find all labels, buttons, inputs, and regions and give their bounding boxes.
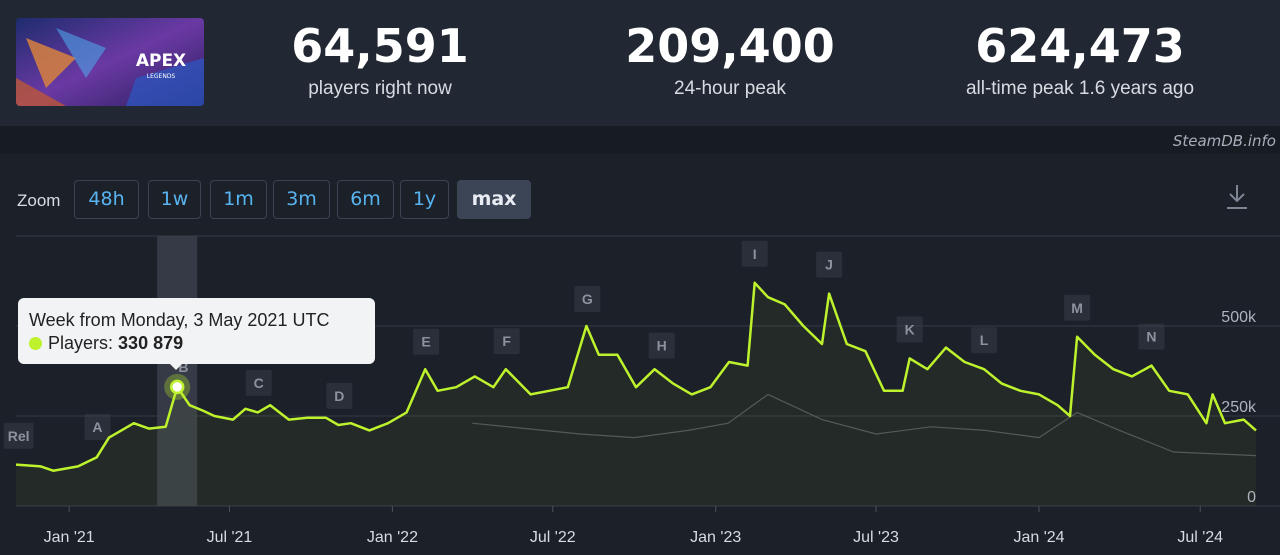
stat-all-time-peak: 624,473 all-time peak 1.6 years ago [910,20,1250,100]
annotation-marker: C [245,369,272,396]
x-tick-label: Jul '22 [530,529,576,546]
zoom-3m-button[interactable]: 3m [273,180,330,219]
annotation-marker: J [816,251,843,278]
players-legend-dot [29,337,42,350]
annotation-marker: I [741,240,768,267]
zoom-1w-button[interactable]: 1w [148,180,201,219]
y-tick-label: 0 [1247,489,1256,506]
stat-24h-peak: 209,400 24-hour peak [560,20,900,100]
x-tick-label: Jul '23 [853,529,899,546]
peak-24h-label: 24-hour peak [674,78,786,99]
annotation-label: Rel [8,428,30,444]
annotation-box [971,327,998,354]
annotation-marker: F [493,328,520,355]
x-axis: Jan '21 Jul '21 Jan '22 Jul '22 Jan '23 Jul '… [44,506,1223,546]
tooltip-series-label: Players: [48,333,114,353]
zoom-48h-button[interactable]: 48h [74,180,139,219]
annotation-box [493,328,520,355]
series-lines [15,281,1257,506]
annotation-box [245,369,272,396]
y-axis: 0 250k 500k [1221,309,1257,506]
svg-text:APEX: APEX [136,51,186,71]
x-tick-label: Jan '21 [44,529,95,546]
x-tick-label: Jan '23 [690,529,741,546]
x-tick-label: Jul '24 [1177,529,1223,546]
brand-row: SteamDB.info [0,126,1280,154]
zoom-6m-button[interactable]: 6m [337,180,394,219]
annotation-box [816,251,843,278]
current-players-label: players right now [308,78,452,99]
current-players-value: 64,591 [291,19,469,73]
annotation-box [413,328,440,355]
stats-bar: APEX LEGENDS 64,591 players right now 20… [0,0,1280,126]
zoom-max-button[interactable]: max [457,180,531,219]
stat-current-players: 64,591 players right now [210,20,550,100]
annotation-label: A [92,419,102,435]
tooltip-series: Players: 330 879 [29,333,183,354]
tooltip-arrow [168,362,184,370]
annotation-label: D [334,388,344,404]
annotation-label: F [502,333,511,349]
annotation-marker: G [574,286,601,313]
annotation-label: K [905,321,915,337]
annotation-marker: E [413,328,440,355]
hover-marker-dot [169,379,185,395]
steamdb-brand: SteamDB.info [1172,132,1276,150]
tooltip-title: Week from Monday, 3 May 2021 UTC [29,310,330,330]
annotation-marker: L [971,327,998,354]
annotation-label: N [1146,329,1156,345]
annotation-marker: Rel [3,422,34,449]
chart-tooltip: Week from Monday, 3 May 2021 UTC Players… [18,298,375,370]
players-series-area [16,282,1256,506]
annotation-marker: N [1138,323,1165,350]
annotation-box [84,413,111,440]
annotation-label: E [421,334,430,350]
annotation-label: G [582,291,593,307]
peak-24h-value: 209,400 [625,19,835,73]
annotation-box [648,332,675,359]
all-time-peak-label: all-time peak 1.6 years ago [965,78,1195,99]
annotation-box [896,316,923,343]
annotation-label: H [657,338,667,354]
y-tick-label: 500k [1221,309,1257,326]
svg-text:LEGENDS: LEGENDS [147,73,176,80]
zoom-1y-button[interactable]: 1y [400,180,449,219]
secondary-series-line [472,393,1257,457]
annotation-marker: H [648,332,675,359]
hover-marker [164,373,191,400]
annotation-marker: K [896,316,923,343]
annotation-box [3,422,34,449]
zoom-1m-button[interactable]: 1m [210,180,267,219]
annotation-marker: D [326,382,353,409]
annotation-label: I [753,246,757,262]
annotation-box [741,240,768,267]
annotation-marker: A [84,413,111,440]
annotation-label: C [254,375,264,391]
y-tick-label: 250k [1221,399,1257,416]
annotation-label: J [825,257,833,273]
x-tick-label: Jan '22 [367,529,418,546]
tooltip-value: 330 879 [118,333,184,353]
annotation-label: M [1071,300,1083,316]
game-banner-image[interactable]: APEX LEGENDS [16,18,204,106]
annotation-box [1138,323,1165,350]
annotation-label: L [980,332,989,348]
annotation-box [574,286,601,313]
annotation-box [326,382,353,409]
annotation-marker: M [1064,294,1091,321]
download-icon[interactable] [1222,182,1252,212]
x-tick-label: Jul '21 [207,529,253,546]
annotation-box [1064,294,1091,321]
zoom-label: Zoom [17,191,61,210]
all-time-peak-value: 624,473 [975,19,1185,73]
players-series-line [15,281,1257,472]
x-tick-label: Jan '24 [1013,529,1064,546]
